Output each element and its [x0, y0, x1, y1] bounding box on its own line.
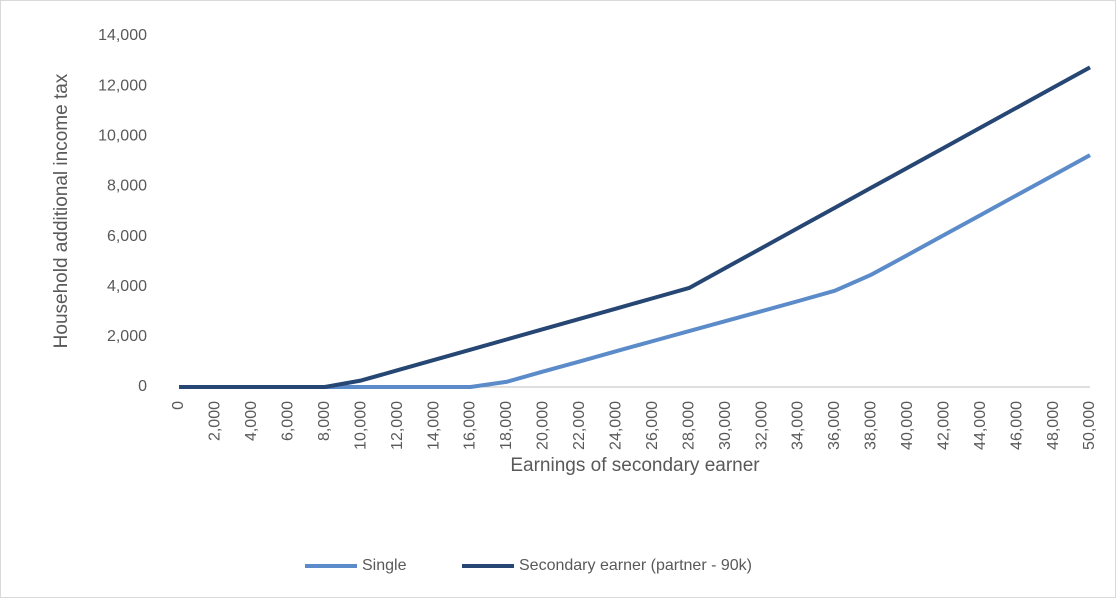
- x-tick-label: 38,000: [863, 401, 880, 450]
- y-tick-label: 0: [138, 378, 147, 395]
- x-tick-label: 14,000: [425, 401, 442, 450]
- y-tick-label: 4,000: [107, 278, 147, 295]
- x-axis-title: Earnings of secondary earner: [510, 455, 760, 476]
- x-tick-label: 18,000: [498, 401, 515, 450]
- y-tick-label: 12,000: [98, 77, 147, 94]
- y-tick-label: 10,000: [98, 128, 147, 145]
- x-tick-label: 24,000: [607, 401, 624, 450]
- legend-label: Single: [362, 557, 407, 574]
- x-tick-label: 0: [170, 401, 187, 410]
- x-tick-label: 36,000: [826, 401, 843, 450]
- x-tick-label: 40,000: [899, 401, 916, 450]
- y-tick-label: 8,000: [107, 178, 147, 195]
- x-tick-label: 50,000: [1081, 401, 1098, 450]
- x-tick-label: 4,000: [243, 401, 260, 441]
- x-tick-label: 48,000: [1045, 401, 1062, 450]
- x-tick-label: 28,000: [680, 401, 697, 450]
- x-tick-label: 16,000: [462, 401, 479, 450]
- legend-label: Secondary earner (partner - 90k): [519, 557, 752, 574]
- x-tick-label: 22,000: [571, 401, 588, 450]
- y-axis-title: Household additional income tax: [51, 73, 72, 348]
- x-tick-label: 32,000: [753, 401, 770, 450]
- x-tick-label: 42,000: [935, 401, 952, 450]
- x-tick-label: 20,000: [535, 401, 552, 450]
- y-tick-label: 2,000: [107, 328, 147, 345]
- x-tick-label: 2,000: [207, 401, 224, 441]
- x-tick-label: 26,000: [644, 401, 661, 450]
- x-tick-label: 46,000: [1008, 401, 1025, 450]
- series-line: [179, 65, 1091, 389]
- y-tick-label: 14,000: [98, 27, 147, 44]
- x-tick-label: 8,000: [316, 401, 333, 441]
- x-tick-label: 30,000: [717, 401, 734, 450]
- x-tick-label: 10,000: [352, 401, 369, 450]
- y-tick-label: 6,000: [107, 228, 147, 245]
- x-tick-label: 44,000: [972, 401, 989, 450]
- x-tick-label: 34,000: [790, 401, 807, 450]
- x-tick-label: 6,000: [280, 401, 297, 441]
- x-tick-label: 12,000: [389, 401, 406, 450]
